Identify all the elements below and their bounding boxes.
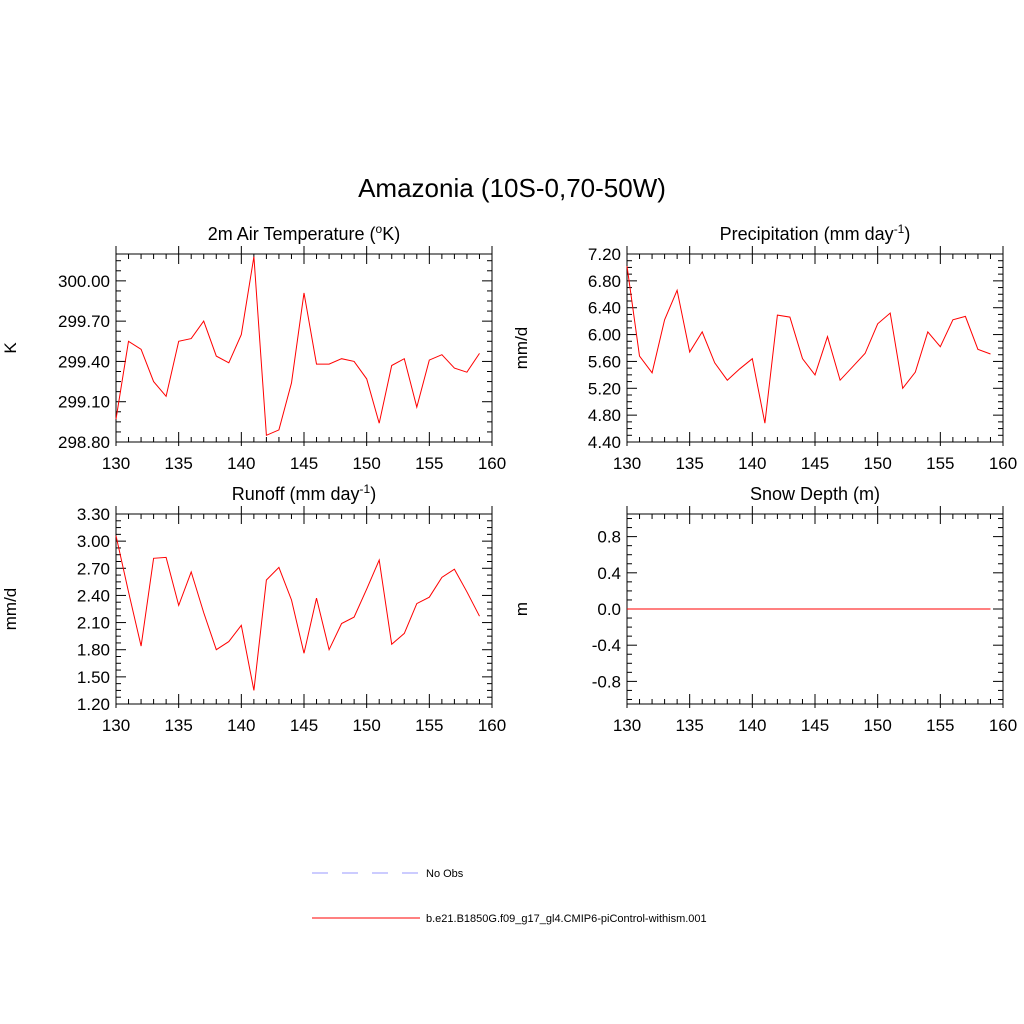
x-tick-label: 150 [863, 454, 891, 473]
panel-title: Snow Depth (m) [750, 484, 880, 504]
x-tick-label: 145 [290, 454, 318, 473]
y-tick-label: 6.40 [588, 299, 621, 318]
panel-4: 130 135 140 145 150 155 160 -0.8 -0.4 0.0 0.4 0.8 Sn… [512, 484, 1017, 735]
y-tick-label: 3.30 [77, 505, 110, 524]
y-tick-label: -0.8 [592, 672, 621, 691]
panel-title: Runoff (mm day-1) [232, 482, 376, 504]
y-tick-label: 298.80 [58, 433, 110, 452]
x-tick-label: 135 [675, 454, 703, 473]
legend-label: b.e21.B1850G.f09_g17_gl4.CMIP6-piControl… [426, 913, 707, 925]
x-tick-label: 135 [164, 454, 192, 473]
x-tick-label: 155 [415, 716, 443, 735]
panel-1: 130 135 140 145 150 155 160 298.80 299.10 299.40 2… [1, 222, 506, 473]
x-tick-label: 160 [989, 454, 1017, 473]
y-tick-label: 3.00 [77, 532, 110, 551]
y-axis-label: mm/d [512, 327, 531, 370]
y-tick-label: 0.4 [597, 564, 621, 583]
y-tick-label: 299.10 [58, 393, 110, 412]
x-tick-label: 135 [675, 716, 703, 735]
y-tick-label: 5.60 [588, 352, 621, 371]
plot-frame [115, 253, 493, 443]
series-line [626, 266, 991, 424]
x-tick-label: 130 [613, 716, 641, 735]
panel-title: 2m Air Temperature (oK) [208, 222, 400, 244]
x-tick-label: 140 [227, 716, 255, 735]
x-tick-label: 160 [478, 716, 506, 735]
series-line [115, 256, 480, 437]
legend: No Obs b.e21.B1850G.f09_g17_gl4.CMIP6-piC… [312, 868, 707, 925]
y-tick-label: 299.70 [58, 312, 110, 331]
y-tick-label: -0.4 [592, 636, 621, 655]
x-tick-label: 155 [415, 454, 443, 473]
series-line [115, 535, 480, 691]
y-tick-label: 7.20 [588, 245, 621, 264]
x-tick-label: 150 [863, 716, 891, 735]
x-tick-label: 160 [989, 716, 1017, 735]
y-tick-label: 1.50 [77, 668, 110, 687]
x-tick-label: 130 [613, 454, 641, 473]
panel-3: 130 135 140 145 150 155 160 1.20 1.50 1.80 2.10 2.4… [1, 482, 506, 735]
panel-title: Precipitation (mm day-1) [720, 222, 911, 244]
y-tick-label: 4.80 [588, 406, 621, 425]
y-tick-label: 0.0 [597, 600, 621, 619]
x-tick-label: 140 [227, 454, 255, 473]
y-axis-label: K [1, 342, 20, 354]
x-tick-label: 155 [926, 454, 954, 473]
y-tick-label: 6.80 [588, 272, 621, 291]
x-tick-label: 160 [478, 454, 506, 473]
y-tick-label: 1.80 [77, 641, 110, 660]
y-tick-label: 2.70 [77, 559, 110, 578]
x-tick-label: 130 [102, 454, 130, 473]
x-tick-label: 140 [738, 716, 766, 735]
plot-frame [115, 513, 493, 705]
main-title: Amazonia (10S-0,70-50W) [358, 173, 666, 203]
x-tick-label: 135 [164, 716, 192, 735]
x-tick-label: 145 [290, 716, 318, 735]
y-tick-label: 0.8 [597, 528, 621, 547]
y-tick-label: 300.00 [58, 272, 110, 291]
y-tick-label: 6.00 [588, 326, 621, 345]
x-tick-label: 150 [352, 454, 380, 473]
x-tick-label: 145 [801, 454, 829, 473]
y-axis-label: mm/d [1, 588, 20, 631]
x-tick-label: 130 [102, 716, 130, 735]
plot-frame [626, 253, 1004, 443]
y-axis-label: m [512, 602, 531, 616]
x-tick-label: 145 [801, 716, 829, 735]
x-tick-label: 150 [352, 716, 380, 735]
legend-label: No Obs [426, 868, 464, 880]
y-tick-label: 5.20 [588, 379, 621, 398]
y-tick-label: 2.10 [77, 614, 110, 633]
y-tick-label: 1.20 [77, 695, 110, 714]
y-tick-label: 299.40 [58, 352, 110, 371]
panel-2: 130 135 140 145 150 155 160 4.40 4.80 5.20 5.60 6.0… [512, 222, 1017, 473]
y-tick-label: 2.40 [77, 586, 110, 605]
x-tick-label: 140 [738, 454, 766, 473]
x-tick-label: 155 [926, 716, 954, 735]
y-tick-label: 4.40 [588, 433, 621, 452]
